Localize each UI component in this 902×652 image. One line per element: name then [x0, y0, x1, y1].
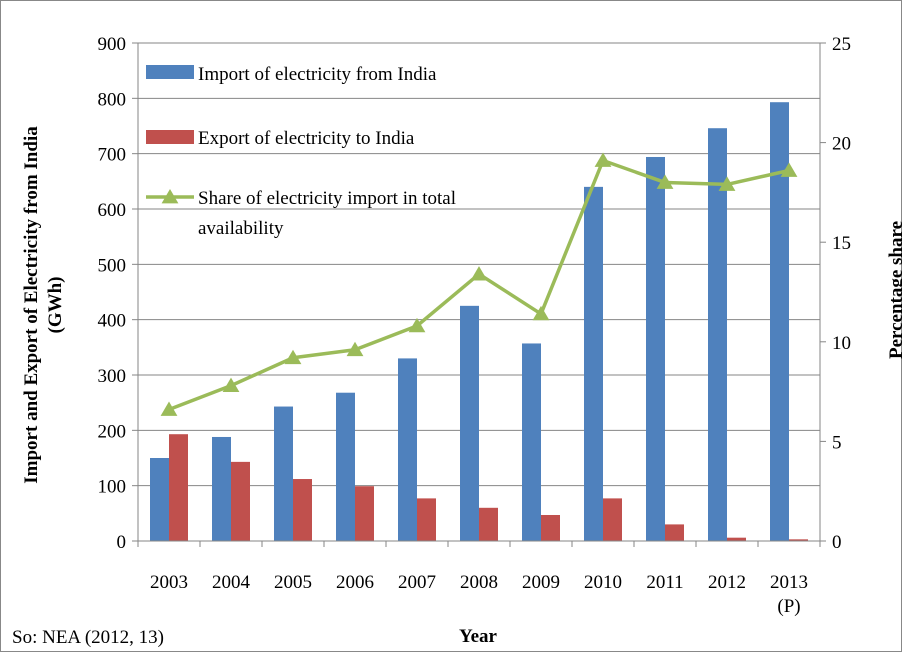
share-point-marker	[284, 349, 302, 365]
y-tick-label: 300	[98, 366, 127, 387]
import-bar	[708, 128, 727, 542]
legend-label-share-line-2: availability	[198, 218, 284, 239]
export-bar	[355, 486, 374, 541]
tick-labels: 0 100 200 300 400 500 600 700 800 900 0 5 10 15 20 25 20…	[98, 34, 852, 617]
x-tick-label: 2006	[336, 572, 374, 593]
bar-series	[150, 102, 808, 542]
y-tick-label: 800	[98, 89, 127, 110]
source-note: So: NEA (2012, 13)	[12, 627, 164, 648]
x-tick-label: 2003	[150, 572, 188, 593]
y-tick-label: 100	[98, 477, 127, 498]
y-tick-label: 700	[98, 145, 127, 166]
import-bar	[646, 156, 665, 541]
import-bar	[212, 436, 231, 541]
export-bar	[231, 461, 250, 541]
x-tick-label: 2007	[398, 572, 436, 593]
y2-tick-label: 25	[832, 34, 851, 55]
legend-swatch-share-marker	[161, 189, 179, 204]
share-point-marker	[718, 176, 736, 191]
y2-tick-label: 0	[832, 532, 842, 553]
legend-swatch-export	[146, 130, 194, 144]
export-bar	[665, 524, 684, 541]
y2-tick-label: 15	[832, 233, 851, 254]
y-tick-label: 0	[117, 532, 127, 553]
legend-label-import: Import of electricity from India	[198, 64, 437, 85]
y-tick-label: 400	[98, 311, 127, 332]
share-point-marker	[532, 305, 550, 321]
x-tick-label: 2008	[460, 572, 498, 593]
x-tick-label: 2009	[522, 572, 560, 593]
x-tick-label: 2010	[584, 572, 622, 593]
y-tick-label: 500	[98, 255, 127, 276]
legend: Import of electricity from India Export o…	[146, 64, 456, 239]
import-bar	[770, 102, 789, 541]
x-tick-sublabel: (P)	[777, 596, 800, 617]
y2-axis-title-group: Percentage share	[886, 221, 902, 359]
y-tick-label: 900	[98, 34, 127, 55]
share-point-marker	[160, 401, 178, 416]
export-bar	[293, 479, 312, 541]
share-point-marker	[594, 152, 612, 167]
share-point-marker	[780, 162, 798, 177]
legend-swatch-import	[146, 65, 194, 79]
axes	[132, 42, 826, 547]
export-bar	[479, 507, 498, 541]
share-point-marker	[470, 266, 488, 281]
share-point-marker	[222, 377, 240, 393]
share-point-marker	[346, 341, 364, 357]
y-axis-title-line-1: Import and Export of Electricity from In…	[21, 126, 42, 484]
y2-tick-label: 5	[832, 432, 842, 453]
import-bar	[522, 343, 541, 541]
share-point-marker	[656, 174, 674, 189]
export-bar	[169, 434, 188, 541]
y-axis-title: Import and Export of Electricity from In…	[21, 126, 66, 484]
export-bar	[727, 537, 746, 541]
y2-axis-title: Percentage share	[886, 221, 902, 359]
x-axis-title: Year	[459, 626, 498, 647]
import-bar	[150, 458, 169, 541]
x-tick-label: 2011	[646, 572, 683, 593]
export-bar	[417, 498, 436, 541]
legend-label-share-line-1: Share of electricity import in total	[198, 188, 456, 209]
y2-tick-label: 20	[832, 134, 851, 155]
y-tick-label: 200	[98, 421, 127, 442]
export-bar	[789, 539, 808, 541]
import-bar	[398, 358, 417, 541]
x-tick-label: 2012	[708, 572, 746, 593]
gridlines	[138, 42, 820, 487]
import-bar	[274, 406, 293, 541]
y2-tick-label: 10	[832, 333, 851, 354]
import-bar	[584, 186, 603, 541]
y-axis-title-line-2: (GWh)	[45, 277, 66, 334]
line-series	[160, 152, 798, 416]
x-tick-label: 2013	[770, 572, 808, 593]
import-bar	[336, 392, 355, 541]
import-bar	[460, 305, 479, 541]
legend-label-export: Export of electricity to India	[198, 128, 415, 149]
export-bar	[603, 498, 622, 541]
x-tick-label: 2005	[274, 572, 312, 593]
export-bar	[541, 514, 560, 541]
y-tick-label: 600	[98, 200, 127, 221]
x-tick-label: 2004	[212, 572, 251, 593]
share-point-marker	[408, 317, 426, 333]
